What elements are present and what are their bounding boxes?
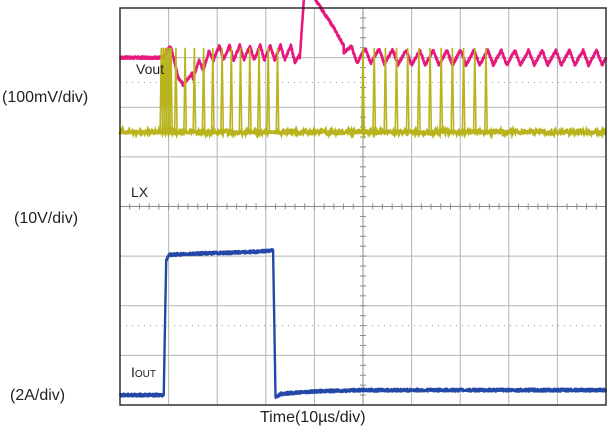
lx-pulse [361, 47, 365, 133]
lx-pulse [416, 47, 421, 133]
grid [120, 8, 606, 405]
lx-pulse [405, 47, 410, 133]
lx-pulse [372, 47, 377, 133]
lx-scale-label: (10V/div) [14, 210, 79, 227]
lx-pulse [229, 47, 234, 133]
plot-frame [119, 7, 607, 406]
lx-pulse [266, 47, 271, 133]
iout-trace [118, 247, 608, 400]
traces [118, 0, 608, 400]
lx-pulse [192, 47, 197, 133]
lx-pulse [169, 47, 173, 133]
lx-pulse [461, 47, 466, 133]
lx-pulse [257, 47, 261, 133]
iout-scale-label: (2A/div) [10, 387, 66, 404]
lx-pulse [183, 47, 188, 133]
lx-pulse [247, 47, 252, 133]
lx-pulse [275, 47, 280, 133]
vout-scale-label: (100mV/div) [2, 89, 89, 106]
lx-pulse [472, 47, 477, 133]
x-axis-label: Time(10µs/div) [260, 409, 366, 426]
lx-pulse [450, 47, 455, 133]
lx-trace-label: LX [131, 184, 149, 200]
lx-pulse [428, 47, 433, 133]
lx-pulse [210, 47, 215, 133]
lx-pulse [173, 47, 178, 133]
lx-baseline [118, 124, 607, 140]
iout-trace-label: IOUT [131, 364, 156, 380]
lx-pulse [220, 47, 225, 133]
lx-pulse [383, 47, 388, 133]
lx-pulse [238, 47, 243, 133]
lx-pulse [201, 47, 206, 133]
lx-pulse [394, 47, 399, 133]
lx-pulse [484, 47, 488, 133]
vout-trace-label: Vout [136, 61, 165, 77]
lx-pulse [439, 47, 444, 133]
